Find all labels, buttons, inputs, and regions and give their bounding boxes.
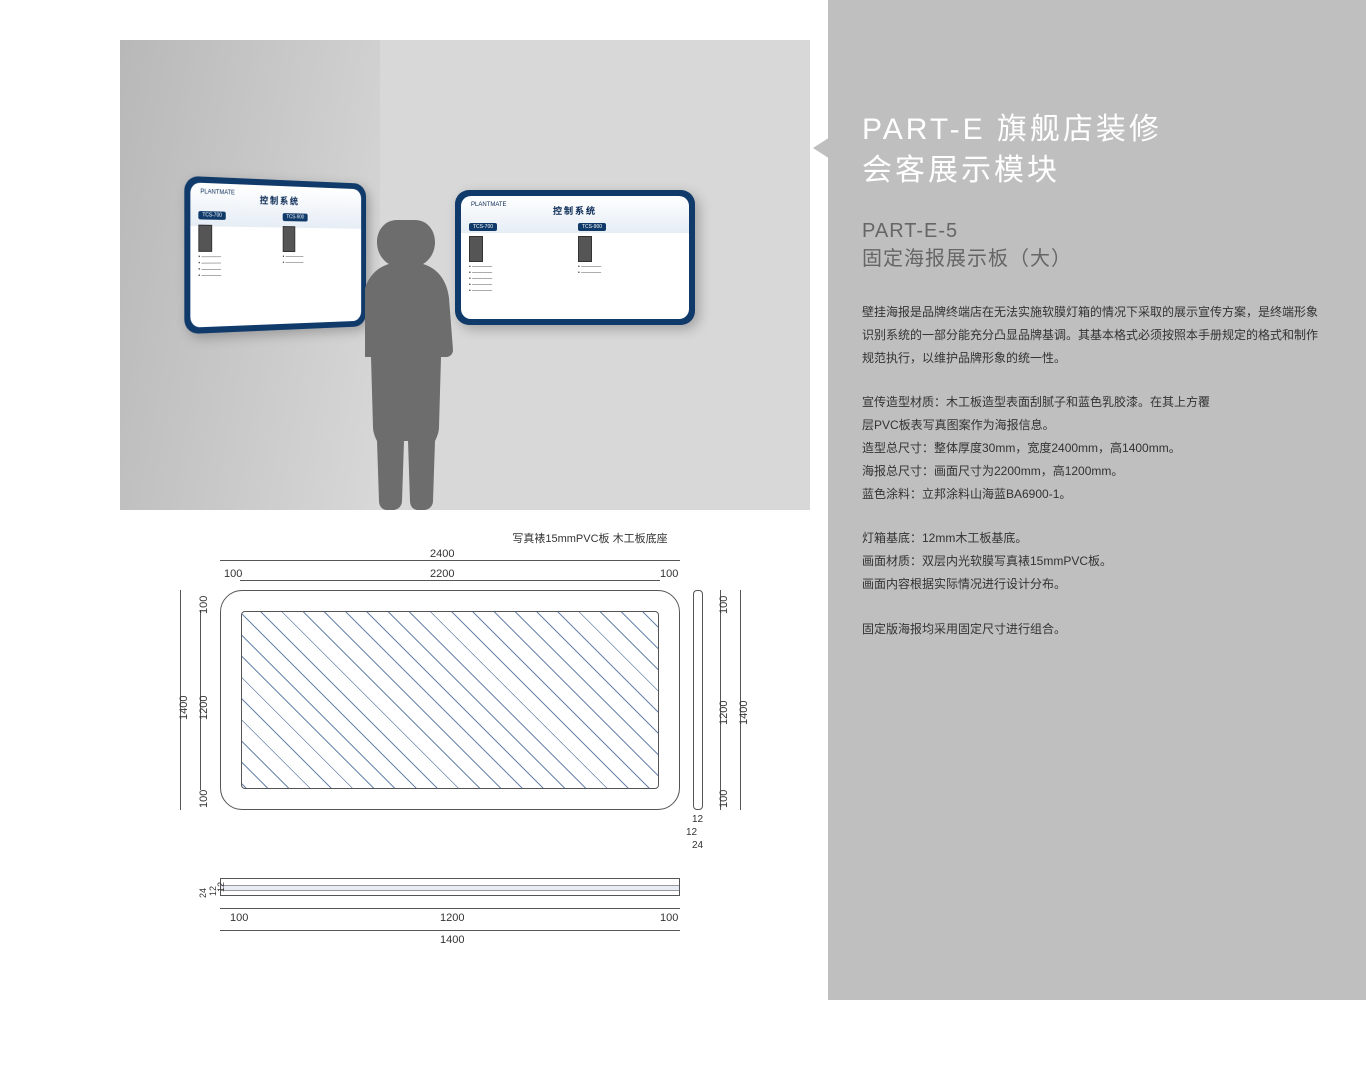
bottom-plan [220, 878, 680, 896]
left-region: PLANTMATE 控制系统 TCS-700• ————• ————• ————… [0, 0, 828, 1000]
mockup-board-left: PLANTMATE 控制系统 TCS-700• ————• ————• ————… [184, 176, 366, 334]
board-brand: PLANTMATE [200, 189, 235, 196]
dim-margin: 100 [198, 596, 210, 614]
diagram-caption: 写真裱15mmPVC板 木工板底座 [450, 530, 730, 546]
page-title: PART-E 旗舰店装修 会客展示模块 [862, 110, 1326, 191]
page-subtitle: PART-E-5 固定海报展示板（大） [862, 217, 1326, 273]
paragraph: 灯箱基底：12mm木工板基底。 画面材质：双层内光软膜写真裱15mmPVC板。 … [862, 527, 1326, 595]
dim-bottom-w: 1200 [440, 912, 464, 924]
pointer-arrow-icon [813, 130, 841, 166]
body-text: 壁挂海报是品牌终端店在无法实施软膜灯箱的情况下采取的展示宣传方案，是终端形象识别… [862, 301, 1326, 641]
dim-outer-w: 2400 [430, 548, 454, 560]
dim-margin: 100 [198, 790, 210, 808]
dim-side-h: 100 [718, 790, 730, 808]
dim-inner-h: 1200 [198, 696, 210, 720]
dim-margin: 100 [660, 568, 678, 580]
paragraph: 壁挂海报是品牌终端店在无法实施软膜灯箱的情况下采取的展示宣传方案，是终端形象识别… [862, 301, 1326, 369]
board-brand: PLANTMATE [471, 202, 507, 208]
paragraph: 固定版海报均采用固定尺寸进行组合。 [862, 618, 1326, 641]
hatch-area [241, 611, 659, 789]
dim-outer-h: 1400 [178, 696, 190, 720]
dim-side-d: 12 [686, 827, 697, 838]
dim-side-d: 24 [692, 840, 703, 851]
dim-bottom-h: 24 [198, 888, 208, 898]
dim-inner-w: 2200 [430, 568, 454, 580]
dim-bottom-w: 1400 [440, 934, 464, 946]
mockup-board-right: PLANTMATE 控制系统 TCS-700• ————• ————• ————… [455, 190, 695, 325]
person-silhouette-icon [365, 220, 465, 510]
dim-side-d: 12 [692, 814, 703, 825]
dim-side-h: 100 [718, 596, 730, 614]
front-elevation [220, 590, 680, 810]
dim-bottom-m: 100 [230, 912, 248, 924]
dim-side-h: 1200 [718, 701, 730, 725]
right-panel: PART-E 旗舰店装修 会客展示模块 PART-E-5 固定海报展示板（大） … [828, 0, 1366, 1000]
technical-diagram: 写真裱15mmPVC板 木工板底座 2400 2200 100 100 1400… [120, 530, 810, 970]
dim-margin: 100 [224, 568, 242, 580]
side-elevation [693, 590, 703, 810]
dim-bottom-m: 100 [660, 912, 678, 924]
dim-bottom-h: 12 [216, 882, 226, 892]
dim-side-h: 1400 [738, 701, 750, 725]
paragraph: 宣传造型材质：木工板造型表面刮腻子和蓝色乳胶漆。在其上方覆 层PVC板表写真图案… [862, 391, 1326, 505]
